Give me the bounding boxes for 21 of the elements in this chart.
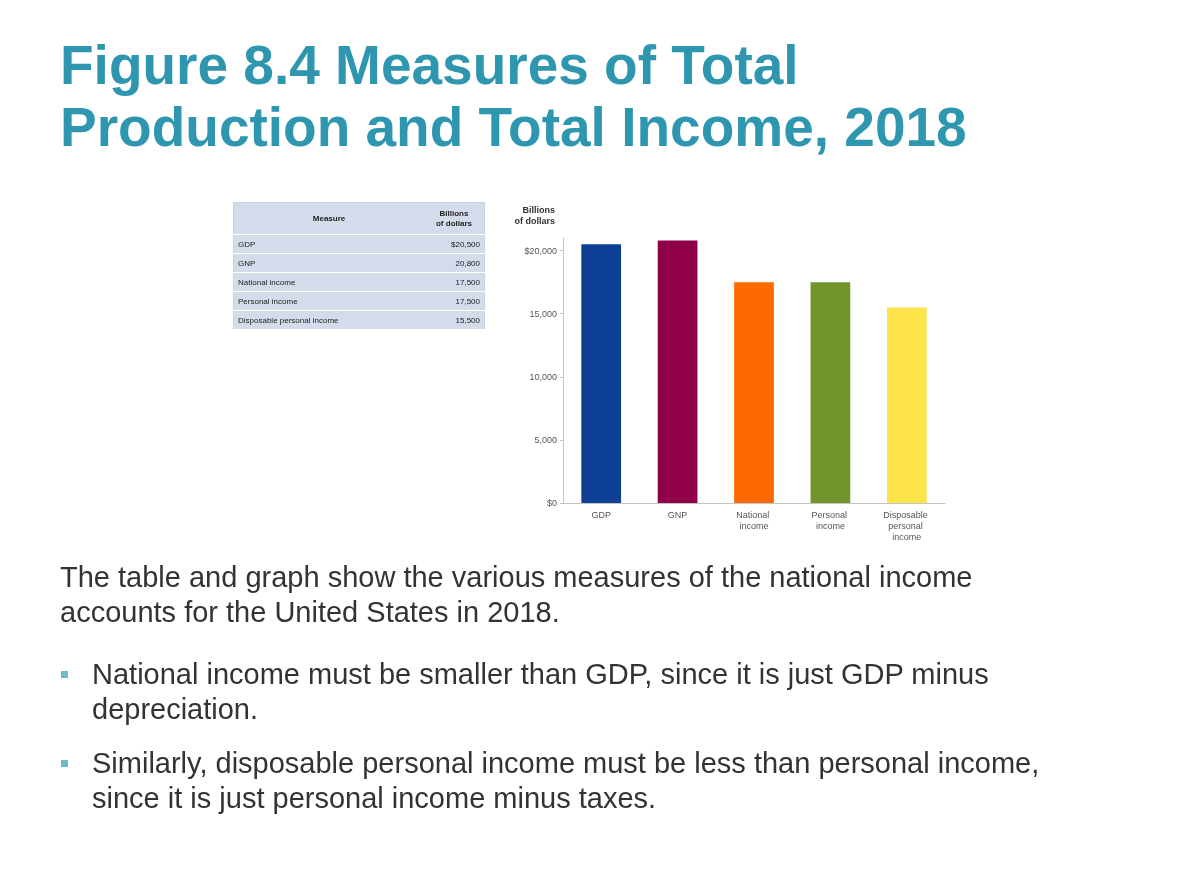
bar: [657, 240, 698, 503]
bar: [734, 282, 774, 503]
chart-title: Figure 8.4 Measures of Total Production and Total Income, 2018: [60, 34, 968, 158]
x-tick-label: National income: [736, 509, 772, 531]
x-tick-label: GDP: [591, 509, 611, 520]
text: National income must be smaller than GDP, since it is just GDP minus depreciation.: [92, 657, 990, 727]
x-tick-label: Personal income: [811, 509, 850, 531]
text: Similarly, disposable personal income must be less than personal income, since it is just personal income minus taxes.: [92, 746, 1041, 816]
y-tick-label: $20,000: [524, 245, 557, 256]
text: The table and graph show the various measures of the national income accounts for the United States in 2018.: [60, 560, 974, 630]
y-tick-label: 5,000: [534, 434, 557, 445]
y-tick-label: $0: [546, 498, 557, 508]
bar: [581, 244, 622, 503]
bar: [810, 282, 851, 503]
bar: [886, 307, 927, 503]
y-axis-title: Billions of dollars: [513, 205, 555, 227]
x-tick-label: GNP: [667, 509, 688, 520]
y-tick-label: 15,000: [529, 308, 557, 319]
x-tick-label: Disposable personal income: [883, 509, 931, 542]
y-tick-label: 10,000: [529, 371, 557, 382]
table: Measure Billions of dollars GDP $20,500 GNP 20,800 National income 17,500 Personal income 17,500 Disposable personal income 15,500: [233, 202, 485, 330]
